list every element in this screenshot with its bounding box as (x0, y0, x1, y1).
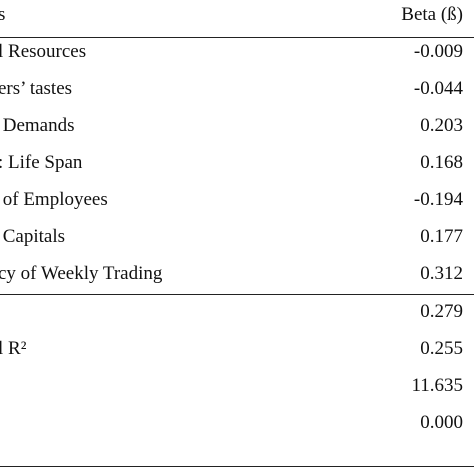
row-value: 0.177 (420, 226, 463, 247)
row-value: 0.203 (420, 115, 463, 136)
row-label: l Resources (0, 41, 87, 62)
header-left: s (0, 4, 6, 25)
row-label: : Life Span (0, 152, 83, 173)
row-value: -0.194 (413, 189, 463, 210)
row-value: 0.279 (420, 301, 463, 322)
header-right: Beta (ß) (401, 4, 463, 25)
row-label: cy of Weekly Trading (0, 263, 163, 284)
row-label: Demands (0, 115, 75, 136)
row-value: 0.255 (420, 338, 463, 359)
row-label: of Employees (0, 189, 108, 210)
row-value: 0.168 (420, 152, 463, 173)
section-rule (0, 294, 474, 295)
header-rule (0, 37, 474, 38)
row-value: -0.009 (413, 41, 463, 62)
bottom-rule (0, 466, 474, 467)
row-value: 0.312 (420, 263, 463, 284)
row-label: Capitals (0, 226, 66, 247)
row-value: -0.044 (413, 78, 463, 99)
row-value: 11.635 (411, 375, 463, 396)
row-label: l R² (0, 338, 27, 359)
row-label: ers’ tastes (0, 78, 73, 99)
row-value: 0.000 (420, 412, 463, 433)
